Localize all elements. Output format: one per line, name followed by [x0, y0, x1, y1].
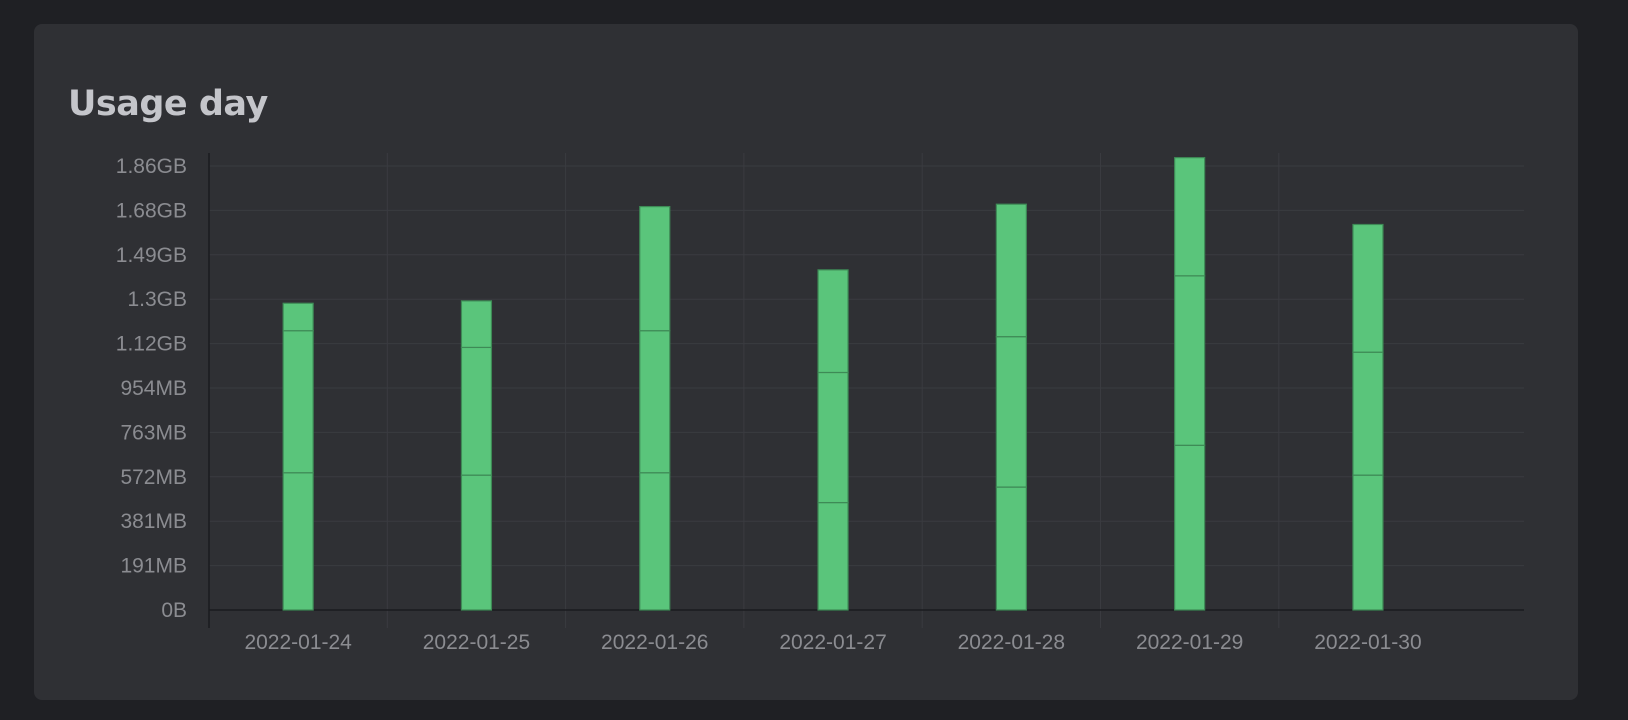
bar-segment [1174, 157, 1206, 277]
y-tick-label: 954MB [120, 377, 187, 400]
bar-segment [995, 486, 1027, 611]
bar-segment [1352, 474, 1384, 611]
bar-segment [639, 330, 671, 474]
bar-segment [460, 474, 493, 611]
bar-segment [282, 330, 314, 474]
bar-segment [282, 472, 314, 611]
bar-segment [995, 203, 1027, 338]
x-tick-label: 2022-01-25 [423, 631, 530, 654]
y-tick-label: 1.86GB [116, 155, 187, 178]
bar-segment [639, 472, 671, 611]
bar-segment [1174, 275, 1206, 446]
x-tick-label: 2022-01-27 [779, 631, 886, 654]
bar-segment [1352, 351, 1384, 476]
x-tick-label: 2022-01-28 [958, 631, 1065, 654]
y-tick-label: 1.3GB [127, 288, 187, 311]
y-tick-label: 572MB [120, 466, 187, 489]
bar-segment [1352, 223, 1384, 353]
y-tick-label: 0B [161, 599, 187, 622]
bar-segment [282, 302, 314, 332]
bar-segment [817, 269, 849, 374]
y-tick-label: 1.49GB [116, 244, 187, 267]
bar-segment [1174, 444, 1206, 611]
bar-segment [639, 205, 671, 332]
card-title: Usage day [68, 84, 268, 124]
x-tick-label: 2022-01-26 [601, 631, 708, 654]
x-tick-label: 2022-01-24 [244, 631, 352, 654]
bar-segment [817, 501, 849, 611]
bar-segment [817, 371, 849, 504]
bar-segment [995, 336, 1027, 488]
y-tick-label: 763MB [120, 421, 187, 444]
y-tick-label: 1.68GB [116, 199, 187, 222]
bar-segment [460, 346, 493, 476]
bar-segment [460, 300, 493, 349]
y-tick-label: 191MB [120, 555, 187, 578]
y-tick-label: 381MB [120, 510, 187, 533]
y-tick-label: 1.12GB [116, 333, 187, 356]
x-tick-label: 2022-01-30 [1314, 631, 1421, 654]
x-tick-label: 2022-01-29 [1136, 631, 1243, 654]
